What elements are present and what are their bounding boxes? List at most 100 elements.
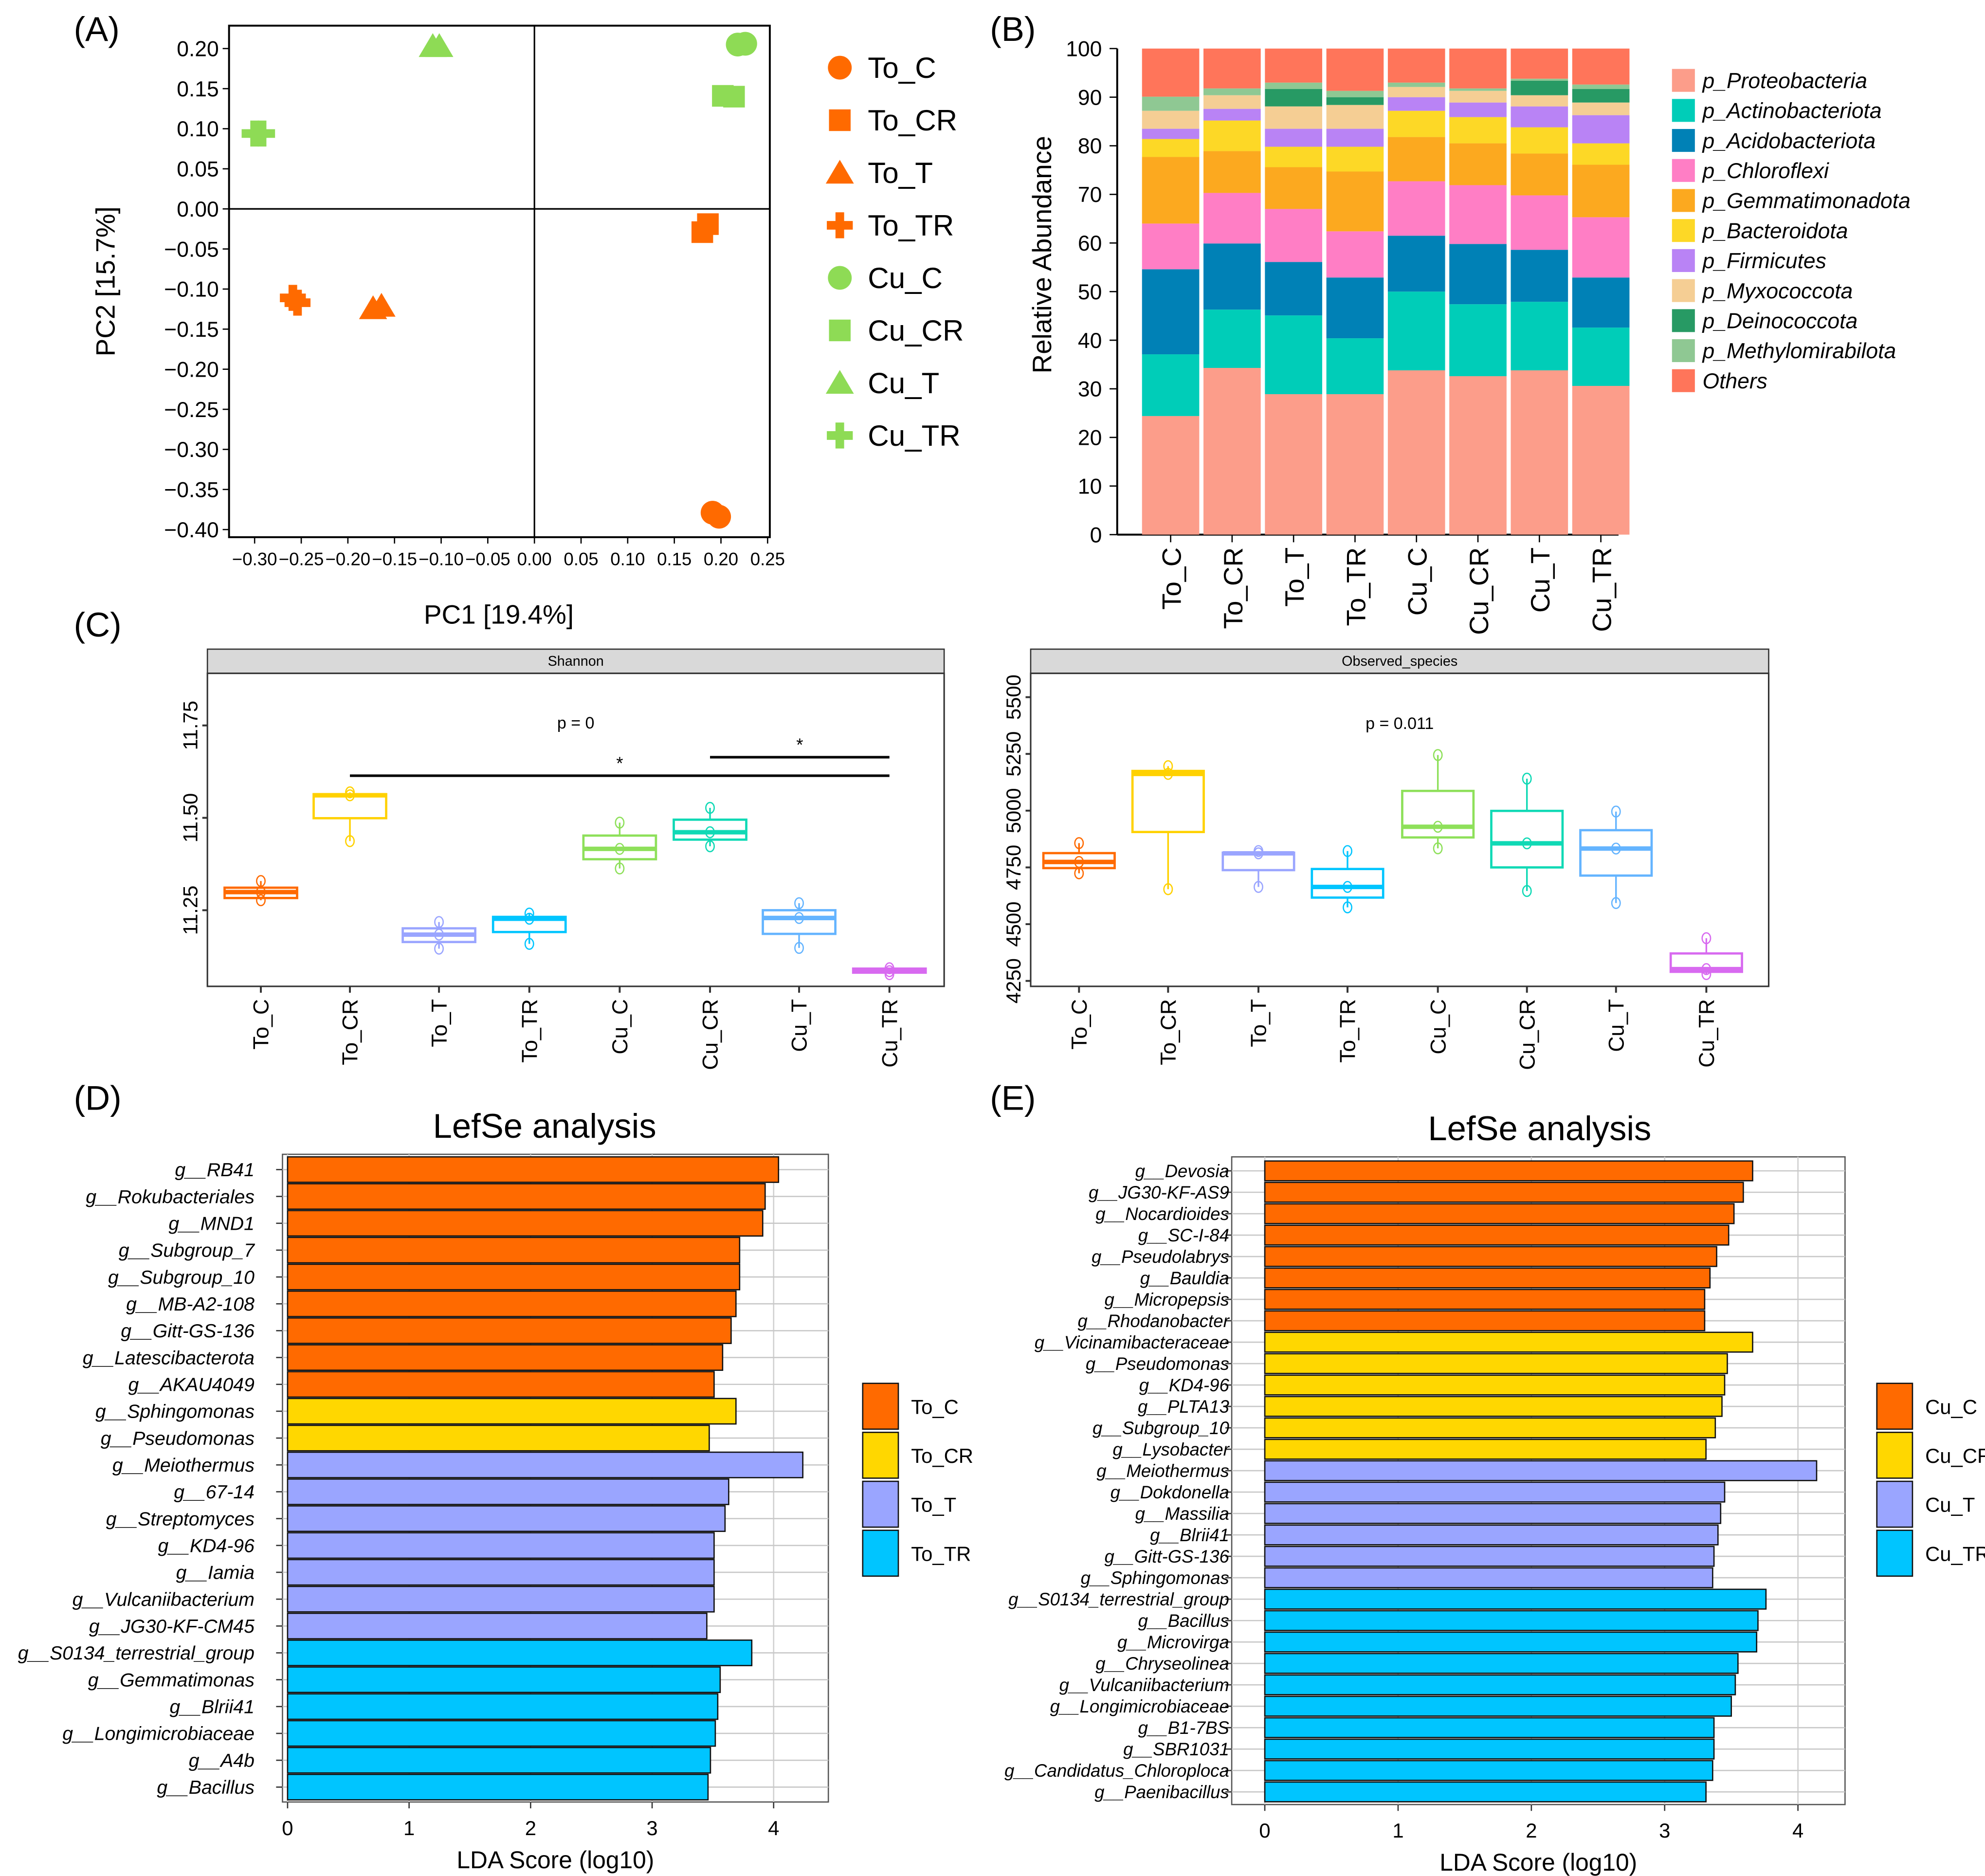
bar-segment-Cu_C-p_Firmicutes [1387, 97, 1445, 111]
lda-bar [1264, 1481, 1726, 1503]
lda-bar [1264, 1396, 1723, 1417]
taxon-label: g__JG30-KF-CM45 [89, 1616, 255, 1637]
lda-bar [1264, 1653, 1739, 1674]
taxon-label: g__AKAU4049 [128, 1374, 254, 1395]
taxon-label: g__Nocardioides [1095, 1204, 1229, 1224]
x-tick-label: 0.25 [750, 549, 785, 569]
bar-segment-Cu_C-p_Chloroflexi [1387, 181, 1445, 236]
bar-segment-Cu_CR-p_Methylomirabilota [1449, 88, 1507, 91]
y-tick-label: 5000 [1002, 788, 1025, 833]
bar-segment-Cu_T-p_Bacteroidota [1511, 127, 1568, 154]
legend-label: To_CR [868, 104, 957, 137]
box-iqr [1131, 769, 1205, 834]
taxon-label: g__Vulcaniibacterium [73, 1589, 255, 1610]
box-To_TR [1311, 845, 1384, 913]
legend-swatch [1672, 99, 1695, 122]
strip [206, 648, 945, 674]
x-tick-label: 0.20 [704, 549, 738, 569]
box-Cu_C [582, 817, 657, 874]
legend-label: p_Methylomirabilota [1702, 339, 1896, 363]
bar-segment-Cu_T-p_Actinobacteriota [1511, 302, 1568, 371]
bar-segment-To_C-p_Acidobacteriota [1142, 269, 1200, 355]
sample-point [1522, 885, 1532, 897]
lda-bar [1264, 1524, 1719, 1546]
relative-abundance-panel: 0 10 20 30 40 50 60 70 80 90 100 Relative Abundance… [1027, 37, 1911, 635]
x-tick-label: Cu_C [608, 999, 632, 1055]
lda-bar [1264, 1353, 1728, 1374]
x-tick-label: To_TR [1336, 999, 1360, 1063]
sample-point [524, 912, 534, 925]
bar-segment-To_C-p_Myxococcota [1142, 110, 1200, 129]
legend-marker-Cu_T [825, 370, 854, 394]
x-tick-label: 0.00 [517, 549, 552, 569]
bar-segment-Cu_CR-Others [1449, 48, 1507, 89]
bar-segment-To_TR-p_Actinobacteriota [1326, 338, 1384, 394]
bar-segment-To_T-p_Gemmatimonadota [1265, 167, 1322, 209]
taxon-label: g__Rokubacteriales [86, 1186, 255, 1207]
point-To_TR [284, 290, 311, 316]
y-axis-label: Relative Abundance [1027, 136, 1057, 373]
lda-bar [287, 1451, 804, 1478]
taxon-label: g__KD4-96 [158, 1535, 255, 1557]
x-tick-label: Cu_C [1426, 999, 1450, 1055]
panel-label-e: (E) [990, 1078, 1036, 1117]
legend-swatch [1876, 1383, 1913, 1430]
bar-segment-Cu_T-p_Proteobacteria [1511, 370, 1568, 535]
box-Cu_CR [1490, 772, 1564, 897]
legend-label: To_CR [911, 1444, 973, 1467]
taxon-label: g__Sphingomonas [1081, 1568, 1229, 1588]
bar-segment-To_T-p_Chloroflexi [1265, 209, 1322, 262]
lda-bar [287, 1505, 726, 1532]
legend-swatch [862, 1530, 899, 1577]
taxon-label: g__Rhodanobacter [1078, 1311, 1230, 1331]
x-tick-label: Cu_T [788, 999, 812, 1052]
sample-point [705, 840, 715, 853]
bar-segment-To_CR-p_Firmicutes [1203, 109, 1261, 121]
bar-segment-To_TR-p_Proteobacteria [1326, 394, 1384, 535]
taxon-label: g__RB41 [175, 1159, 255, 1181]
y-tick-label: 0.05 [177, 158, 219, 182]
legend-label: Others [1703, 369, 1767, 393]
sample-point [794, 897, 804, 910]
pca-scatter-panel: −0.30 −0.25 −0.20 −0.15 −0.10 −0.05 0.00 0.05 0.… [90, 24, 964, 630]
panel-label-d: (D) [74, 1078, 122, 1117]
x-tick-label: 4 [1792, 1819, 1803, 1842]
y-tick-label: 90 [1078, 86, 1102, 109]
sample-point [615, 817, 625, 829]
bar-segment-Cu_T-p_Firmicutes [1511, 106, 1568, 127]
y-tick-label: −0.20 [164, 358, 219, 382]
x-tick-label: −0.10 [419, 549, 464, 569]
shannon-boxplot-panel: Shannon 11.25 11.50 11.75 p = 0 To_C To_CR To_T… [179, 648, 945, 1070]
sample-point [1701, 932, 1712, 945]
taxon-label: g__S0134_terrestrial_group [18, 1642, 255, 1664]
bar-segment-Cu_TR-p_Myxococcota [1572, 102, 1630, 115]
legend-label: To_C [868, 52, 936, 84]
x-tick-label: To_C [250, 999, 273, 1050]
lefse-cu-panel: LefSe analysis 0 1 2 3 4 g__Devosia g__JG30-KF-… [1004, 1109, 1985, 1876]
taxon-label: g__SBR1031 [1123, 1739, 1229, 1759]
lda-bar [1264, 1588, 1767, 1610]
bar-segment-Cu_CR-p_Firmicutes [1449, 102, 1507, 117]
x-tick-label: To_CR [1157, 999, 1181, 1065]
legend-swatch [1672, 219, 1695, 242]
taxon-label: g__Longimicrobiaceae [1050, 1696, 1229, 1716]
sample-point [1433, 842, 1443, 855]
bar-segment-To_C-p_Proteobacteria [1142, 416, 1200, 535]
box-To_T [401, 916, 476, 955]
x-tick-label: −0.30 [232, 549, 277, 569]
bar-segment-Cu_CR-p_Actinobacteriota [1449, 304, 1507, 377]
point-To_TR [280, 285, 306, 311]
x-tick-label: To_T [1247, 999, 1271, 1047]
legend-label: p_Myxococcota [1702, 279, 1853, 303]
sample-point [434, 916, 444, 929]
x-axis-label: PC1 [19.4%] [424, 600, 574, 630]
bar-segment-Cu_TR-p_Acidobacteriota [1572, 277, 1630, 328]
legend-swatch [1672, 309, 1695, 332]
bar-segment-Cu_TR-p_Gemmatimonadota [1572, 164, 1630, 218]
taxon-label: g__Micropepsis [1105, 1290, 1229, 1310]
lda-bar [1264, 1631, 1758, 1653]
bar-segment-Cu_C-p_Methylomirabilota [1387, 82, 1445, 87]
legend-label: p_Acidobacteriota [1702, 129, 1876, 153]
sample-point [1343, 901, 1352, 913]
legend-label: To_T [911, 1494, 956, 1516]
